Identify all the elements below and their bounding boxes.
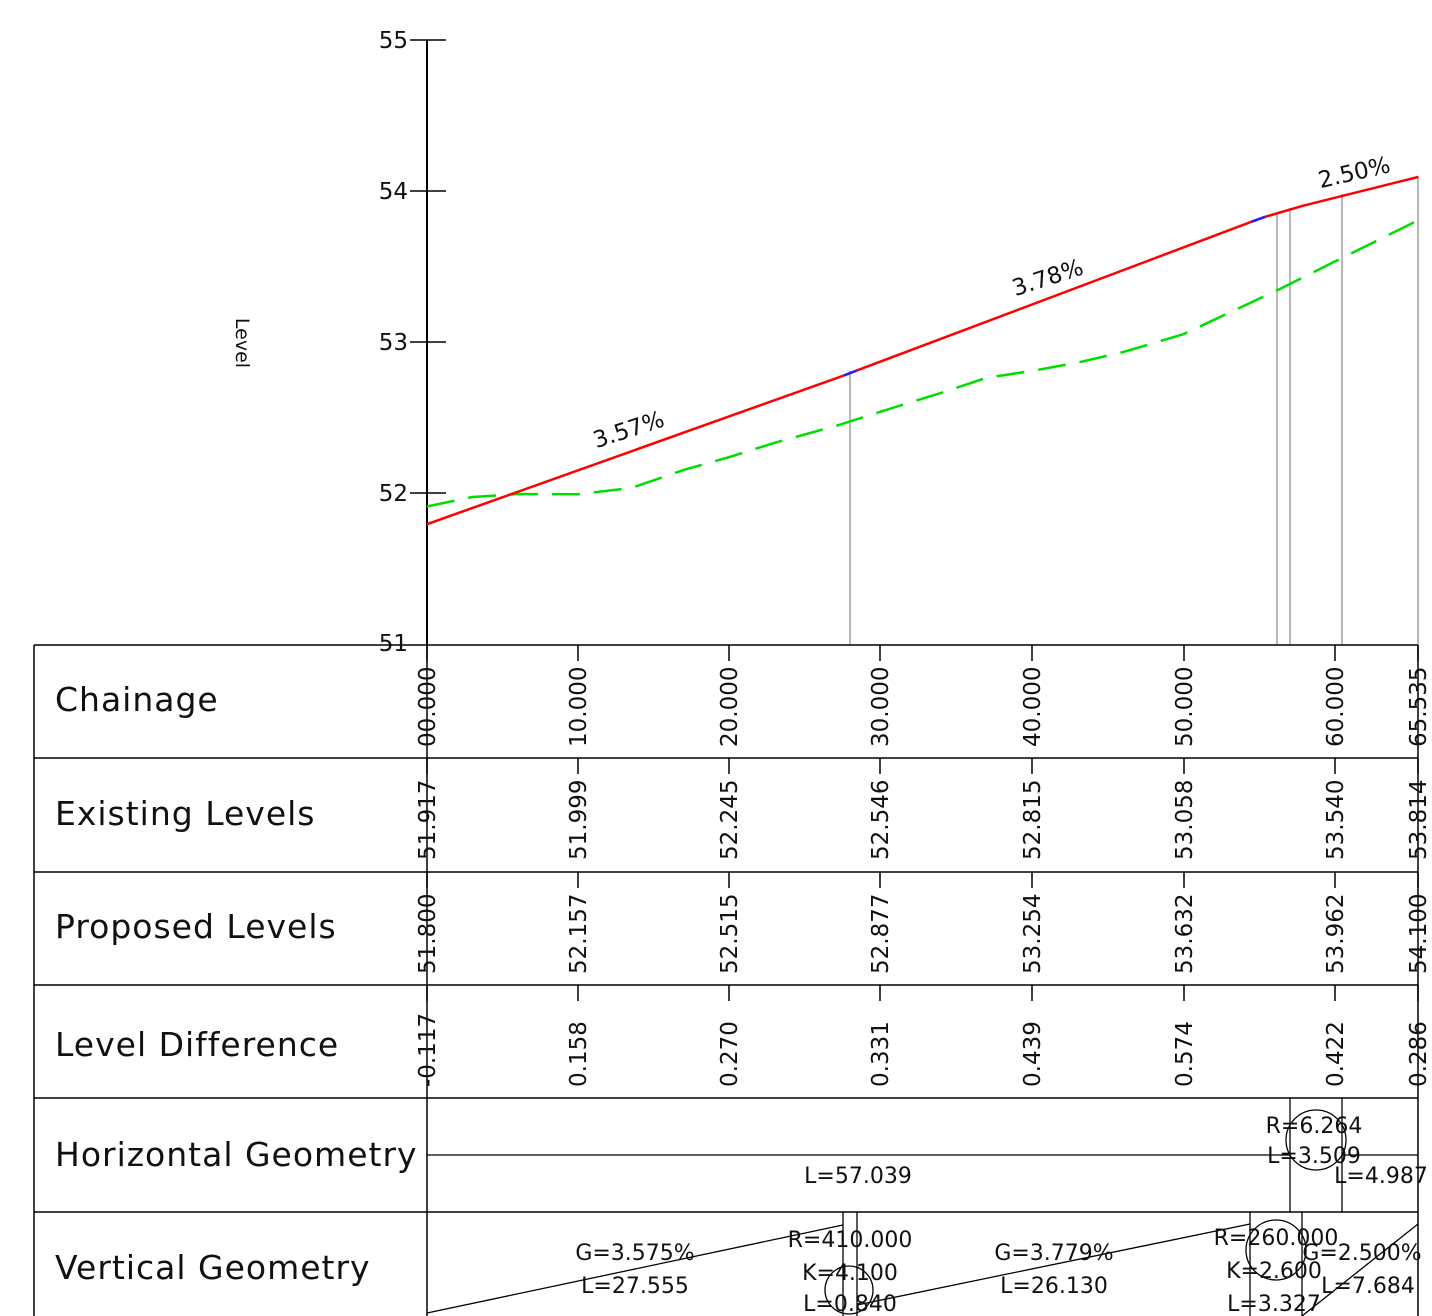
hg-curve-circle [1285,1109,1347,1171]
vertical-curve-1-segment [843,369,858,377]
row-label-horizontal: Horizontal Geometry [55,1135,418,1174]
proposed-value: 51.800 [415,894,441,974]
y-axis-ticks: 51 52 53 54 55 [379,28,446,657]
y-tick-label: 54 [379,179,408,205]
chainage-value: 00.000 [415,667,441,747]
table-cells: 00.000 10.000 20.000 30.000 40.000 50.000 60.0… [415,645,1432,1087]
difference-value: 0.439 [1020,1021,1046,1087]
vertical-curve-2-segment [1251,215,1266,223]
chainage-value: 30.000 [868,667,894,747]
vg-curve2-circle [1245,1219,1307,1281]
proposed-levels-line [426,175,1419,526]
proposed-value: 53.632 [1172,894,1198,974]
grade-label-3: 2.50% [1316,152,1393,194]
existing-value: 52.815 [1020,780,1046,860]
proposed-value: 52.157 [566,894,592,974]
vg-grade-line-3 [1301,1223,1419,1316]
difference-value: 0.331 [868,1021,894,1087]
proposed-value: 52.515 [717,894,743,974]
existing-value: 52.546 [868,780,894,860]
chainage-value: 20.000 [717,667,743,747]
existing-value: 53.058 [1172,780,1198,860]
chainage-value: 10.000 [566,667,592,747]
grade-label-2: 3.78% [1009,255,1087,302]
chainage-value: 50.000 [1172,667,1198,747]
proposed-value: 53.962 [1323,894,1349,974]
y-axis-title: Level [231,318,253,368]
row-label-difference: Level Difference [55,1025,339,1064]
vg-grade3: G=2.500% [1302,1241,1421,1266]
vg-length3: L=7.684 [1321,1274,1415,1299]
vg-curve1-k: K=4.100 [802,1261,898,1286]
row-label-vertical: Vertical Geometry [55,1248,371,1287]
difference-value: 0.270 [717,1021,743,1087]
chainage-value: 40.000 [1020,667,1046,747]
existing-value: 53.540 [1323,780,1349,860]
hg-straight-label: L=57.039 [804,1164,912,1189]
hg-curve-length: L=3.509 [1267,1144,1361,1169]
vg-curve2-length: L=3.327 [1227,1292,1321,1316]
vertical-geometry: G=3.575% L=27.555 R=410.000 K=4.100 L=0.… [426,1212,1422,1316]
vg-curve2-k: K=2.600 [1226,1259,1322,1284]
hg-curve-radius: R=6.264 [1266,1114,1363,1139]
vg-length2: L=26.130 [1000,1274,1108,1299]
y-tick-label: 53 [379,330,408,356]
vg-grade-line-1 [426,1224,844,1314]
existing-value: 51.999 [566,780,592,860]
row-label-chainage: Chainage [55,680,219,719]
vg-length1: L=27.555 [581,1274,689,1299]
vg-curve1-length: L=0.840 [803,1292,897,1316]
ip-verticals [849,177,1419,645]
vg-curve2-radius: R=260.000 [1214,1226,1339,1251]
existing-value: 52.245 [717,780,743,860]
y-tick-label: 51 [379,631,408,657]
difference-value: 0.574 [1172,1021,1198,1087]
proposed-value: 54.100 [1406,894,1432,974]
horizontal-geometry: L=57.039 R=6.264 L=3.509 L=4.987 [427,1098,1428,1212]
vg-curve1-radius: R=410.000 [788,1228,913,1253]
vg-curve1-circle [824,1265,874,1315]
proposed-value: 53.254 [1020,894,1046,974]
existing-value: 51.917 [415,780,441,860]
difference-value: 0.422 [1323,1021,1349,1087]
vg-grade-line-2 [856,1223,1251,1306]
y-tick-label: 52 [379,481,408,507]
vg-grade2: G=3.779% [994,1241,1113,1266]
difference-value: -0.117 [415,1013,441,1087]
row-label-existing: Existing Levels [55,794,316,833]
chainage-value: 65.535 [1406,667,1432,747]
existing-levels-line [426,218,1420,508]
data-table [33,644,1419,1316]
grade-label-1: 3.57% [590,407,668,454]
hg-end-length: L=4.987 [1334,1164,1428,1189]
row-label-proposed: Proposed Levels [55,907,337,946]
chainage-value: 60.000 [1323,667,1349,747]
difference-value: 0.286 [1406,1021,1432,1087]
y-tick-label: 55 [379,28,408,54]
difference-value: 0.158 [566,1021,592,1087]
proposed-value: 52.877 [868,894,894,974]
existing-value: 53.814 [1406,780,1432,860]
vg-grade1: G=3.575% [575,1241,694,1266]
